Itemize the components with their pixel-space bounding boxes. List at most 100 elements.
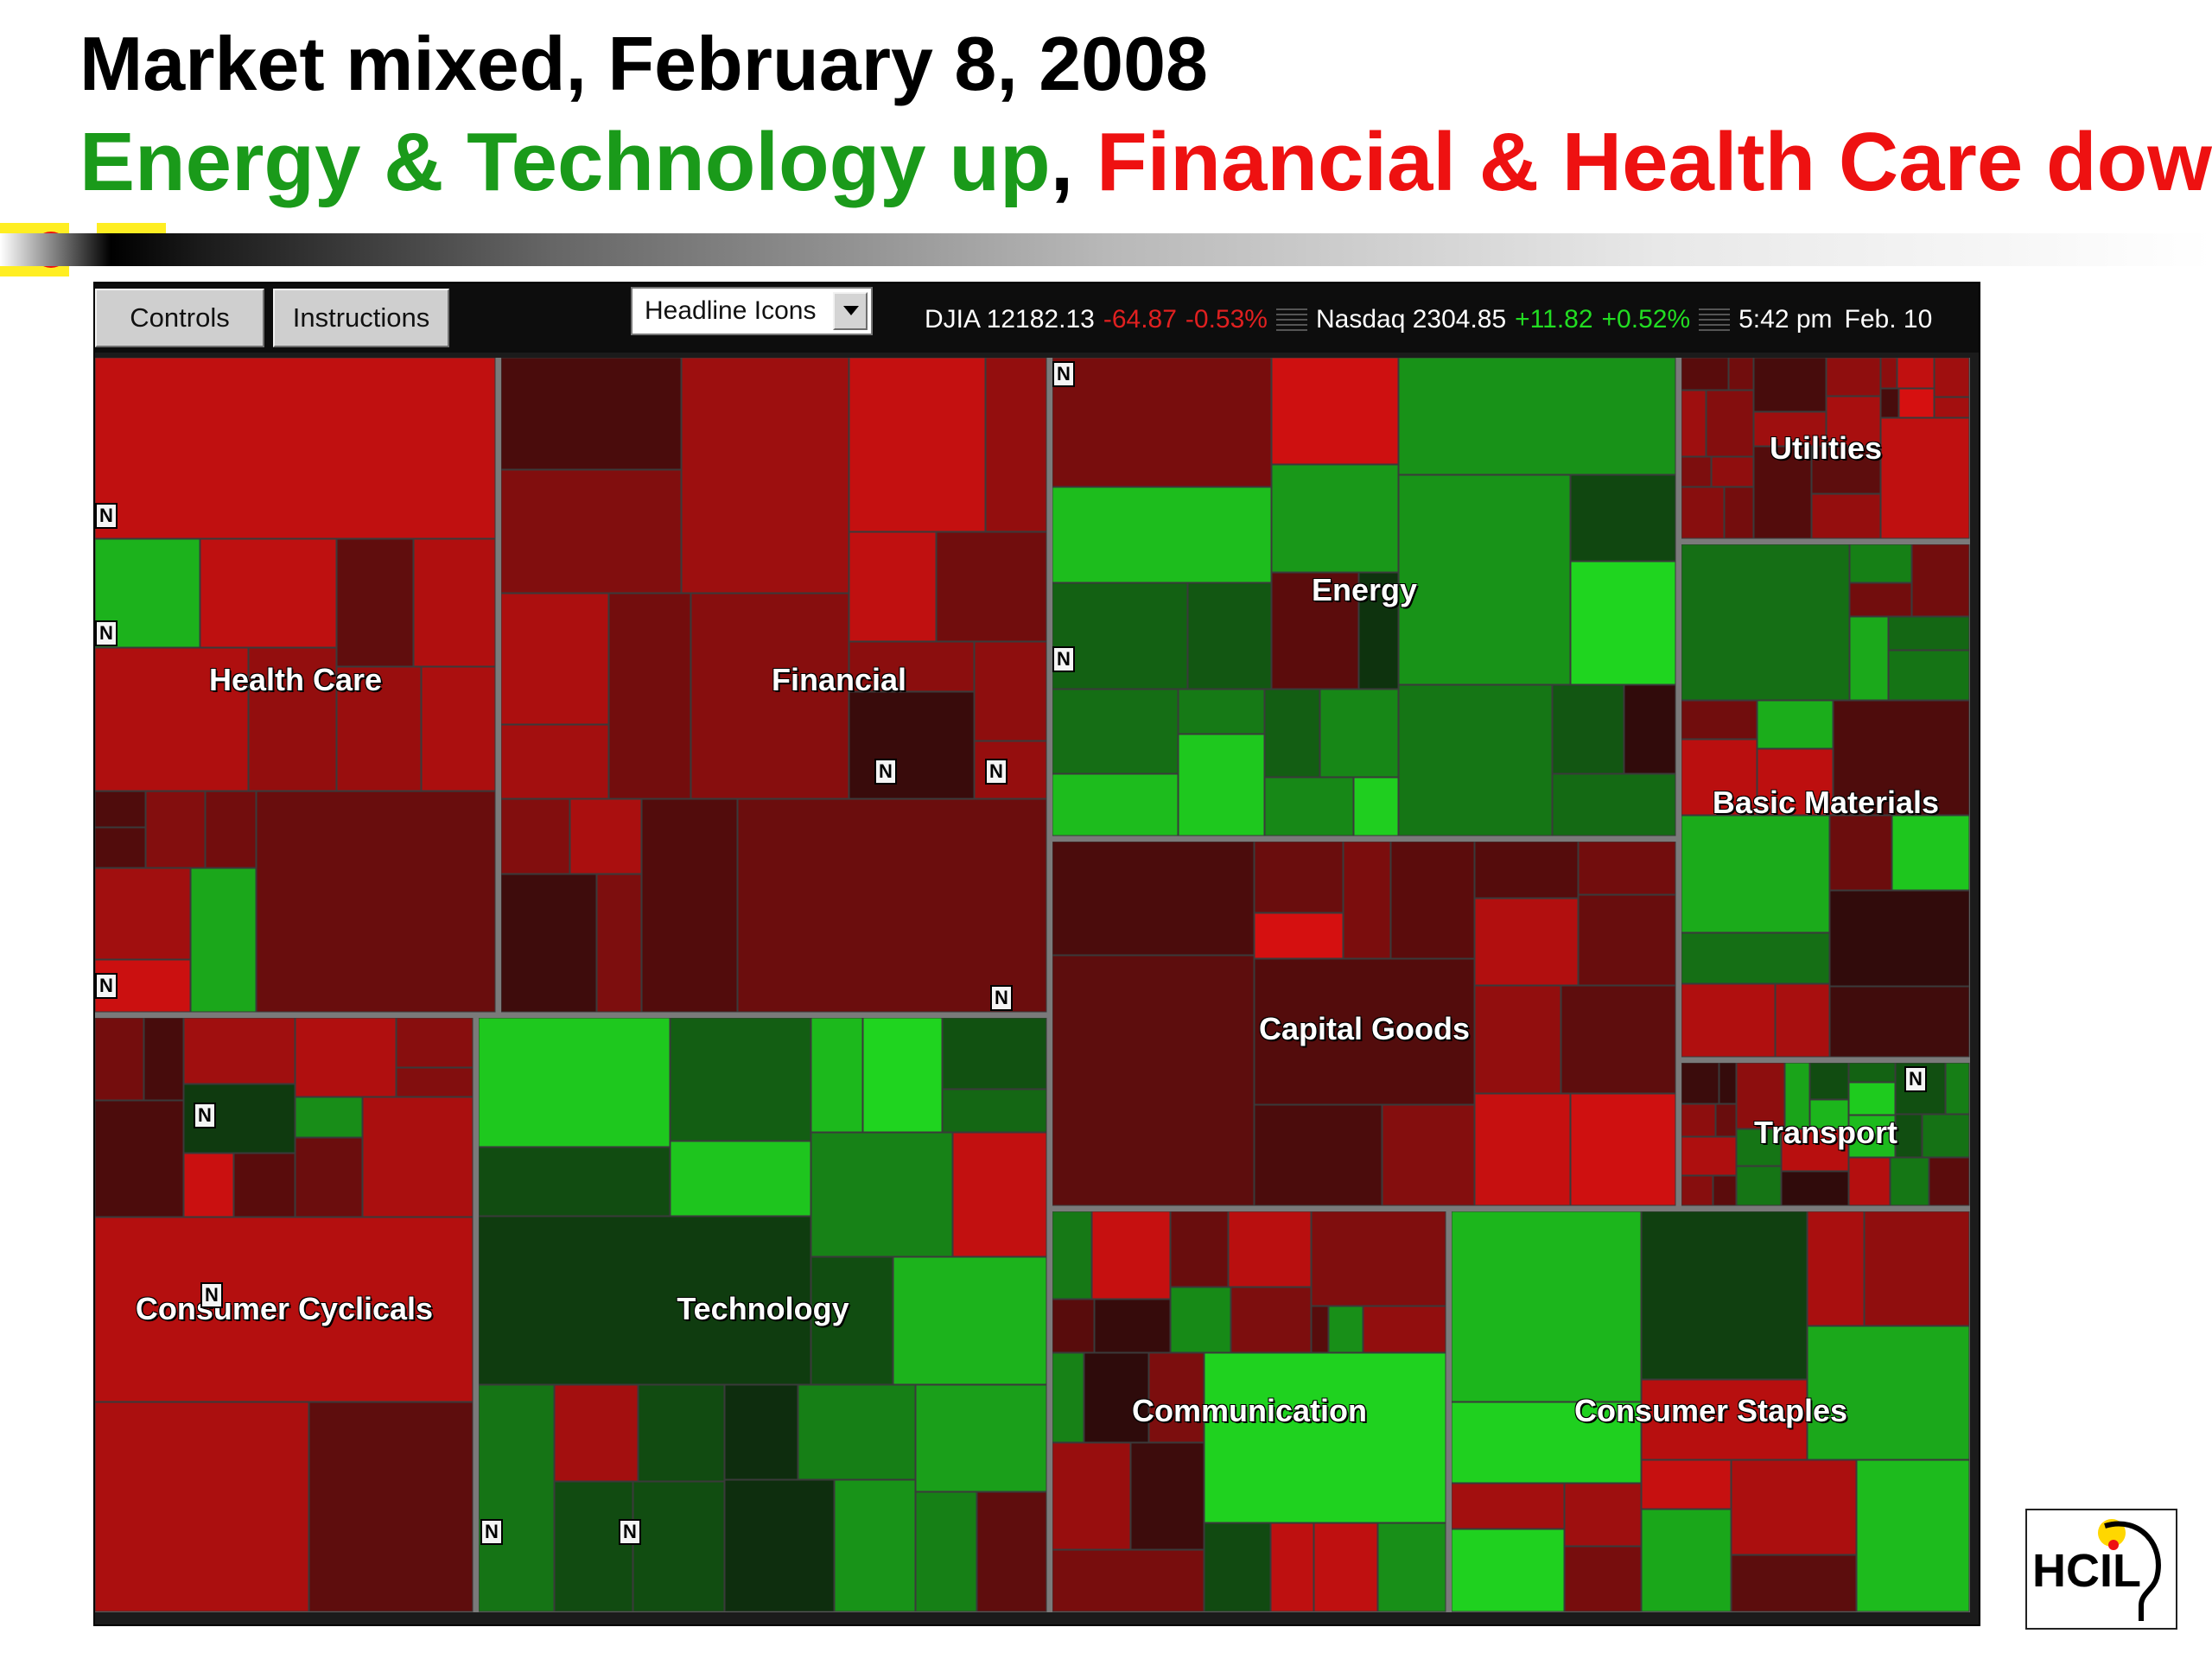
stock-tile[interactable] bbox=[1713, 1175, 1737, 1206]
stock-tile[interactable] bbox=[1271, 464, 1399, 573]
stock-tile[interactable] bbox=[413, 538, 496, 667]
stock-tile[interactable] bbox=[1848, 1082, 1896, 1116]
stock-tile[interactable] bbox=[1052, 1211, 1092, 1300]
stock-tile[interactable] bbox=[1552, 773, 1676, 836]
stock-tile[interactable] bbox=[1880, 417, 1970, 539]
stock-tile[interactable] bbox=[596, 874, 642, 1013]
stock-tile[interactable] bbox=[1170, 1287, 1231, 1353]
stock-tile[interactable] bbox=[554, 1481, 633, 1612]
stock-tile[interactable] bbox=[1052, 1442, 1131, 1550]
stock-tile[interactable] bbox=[1552, 684, 1624, 774]
stock-tile[interactable] bbox=[1641, 1509, 1732, 1612]
stock-tile[interactable] bbox=[1753, 446, 1812, 539]
stock-tile[interactable] bbox=[1328, 1306, 1363, 1353]
stock-tile[interactable] bbox=[1091, 1211, 1171, 1300]
stock-tile[interactable] bbox=[632, 1481, 725, 1612]
stock-tile[interactable] bbox=[1781, 1171, 1849, 1206]
stock-tile[interactable] bbox=[1807, 1211, 1865, 1326]
stock-tile[interactable] bbox=[1784, 1063, 1810, 1129]
stock-tile[interactable] bbox=[396, 1018, 474, 1068]
stock-tile[interactable] bbox=[1578, 842, 1676, 895]
stock-tile[interactable] bbox=[1719, 1063, 1737, 1104]
sector-energy[interactable]: Energy N N bbox=[1052, 358, 1676, 836]
stock-tile[interactable] bbox=[1681, 456, 1712, 487]
stock-tile[interactable] bbox=[95, 1018, 144, 1101]
stock-tile[interactable] bbox=[1578, 894, 1676, 986]
stock-tile[interactable] bbox=[1641, 1211, 1808, 1380]
sector-transport[interactable]: Transport N bbox=[1681, 1063, 1970, 1206]
stock-tile[interactable] bbox=[1052, 582, 1188, 690]
sector-health-care[interactable]: Health Care N N N bbox=[95, 358, 496, 1013]
stock-tile[interactable] bbox=[1753, 358, 1827, 412]
stock-tile[interactable] bbox=[1474, 1093, 1571, 1206]
stock-tile[interactable] bbox=[1898, 388, 1935, 418]
stock-tile[interactable] bbox=[501, 798, 570, 874]
stock-tile[interactable] bbox=[183, 1018, 296, 1084]
stock-tile[interactable] bbox=[256, 791, 496, 1013]
stock-tile[interactable] bbox=[554, 1384, 639, 1482]
stock-tile[interactable] bbox=[849, 641, 975, 692]
stock-tile[interactable] bbox=[1890, 1157, 1929, 1206]
stock-tile[interactable] bbox=[1945, 1063, 1970, 1115]
stock-tile[interactable] bbox=[976, 1491, 1047, 1612]
stock-tile[interactable] bbox=[1398, 474, 1571, 685]
stock-tile[interactable] bbox=[1736, 1128, 1782, 1166]
stock-tile[interactable] bbox=[1313, 1522, 1378, 1612]
stock-tile[interactable] bbox=[1564, 1546, 1642, 1612]
stock-tile[interactable] bbox=[1311, 1306, 1329, 1353]
controls-button[interactable]: Controls bbox=[95, 289, 264, 347]
stock-tile[interactable] bbox=[1757, 748, 1834, 816]
stock-tile[interactable] bbox=[569, 798, 642, 874]
stock-tile[interactable] bbox=[1809, 1099, 1849, 1129]
stock-tile[interactable] bbox=[1848, 1063, 1896, 1083]
stock-tile[interactable] bbox=[1681, 486, 1725, 539]
stock-tile[interactable] bbox=[1052, 955, 1255, 1206]
stock-tile[interactable] bbox=[336, 538, 414, 667]
news-headline-icon[interactable]: N bbox=[200, 1282, 223, 1308]
stock-tile[interactable] bbox=[1358, 572, 1399, 690]
stock-tile[interactable] bbox=[1228, 1211, 1312, 1287]
stock-tile[interactable] bbox=[1474, 898, 1579, 986]
stock-tile[interactable] bbox=[670, 1141, 811, 1217]
stock-tile[interactable] bbox=[479, 1216, 811, 1385]
stock-tile[interactable] bbox=[1848, 1157, 1891, 1206]
stock-tile[interactable] bbox=[849, 691, 975, 799]
stock-tile[interactable] bbox=[1052, 842, 1255, 956]
stock-tile[interactable] bbox=[95, 1217, 474, 1402]
stock-tile[interactable] bbox=[1254, 958, 1475, 1105]
sector-basic-materials[interactable]: Basic Materials bbox=[1681, 544, 1970, 1058]
stock-tile[interactable] bbox=[1681, 358, 1729, 391]
stock-tile[interactable] bbox=[942, 1018, 1047, 1090]
stock-tile[interactable] bbox=[1254, 842, 1344, 913]
stock-tile[interactable] bbox=[1398, 684, 1553, 836]
stock-tile[interactable] bbox=[608, 593, 691, 799]
stock-tile[interactable] bbox=[1264, 777, 1354, 836]
stock-tile[interactable] bbox=[1934, 397, 1970, 418]
stock-tile[interactable] bbox=[1891, 815, 1970, 891]
stock-tile[interactable] bbox=[1204, 1522, 1271, 1612]
stock-tile[interactable] bbox=[295, 1137, 363, 1217]
stock-tile[interactable] bbox=[95, 791, 146, 828]
stock-tile[interactable] bbox=[942, 1089, 1047, 1133]
stock-tile[interactable] bbox=[1829, 986, 1970, 1058]
stock-tile[interactable] bbox=[1724, 486, 1754, 539]
stock-tile[interactable] bbox=[1681, 739, 1758, 816]
stock-tile[interactable] bbox=[638, 1384, 725, 1482]
stock-tile[interactable] bbox=[1178, 689, 1265, 734]
stock-tile[interactable] bbox=[1474, 985, 1561, 1094]
stock-tile[interactable] bbox=[308, 1402, 474, 1612]
news-headline-icon[interactable]: N bbox=[1052, 361, 1075, 387]
stock-tile[interactable] bbox=[1052, 773, 1179, 836]
stock-tile[interactable] bbox=[1452, 1402, 1642, 1484]
stock-tile[interactable] bbox=[1849, 616, 1889, 701]
stock-tile[interactable] bbox=[1570, 474, 1676, 562]
stock-tile[interactable] bbox=[1052, 1299, 1095, 1353]
stock-tile[interactable] bbox=[1922, 1114, 1970, 1158]
sector-financial[interactable]: Financial N N N bbox=[501, 358, 1047, 1013]
stock-tile[interactable] bbox=[421, 666, 496, 791]
stock-tile[interactable] bbox=[1204, 1352, 1446, 1523]
news-headline-icon[interactable]: N bbox=[194, 1103, 216, 1128]
stock-tile[interactable] bbox=[1641, 1459, 1732, 1510]
stock-tile[interactable] bbox=[1452, 1529, 1565, 1612]
stock-tile[interactable] bbox=[95, 647, 249, 791]
